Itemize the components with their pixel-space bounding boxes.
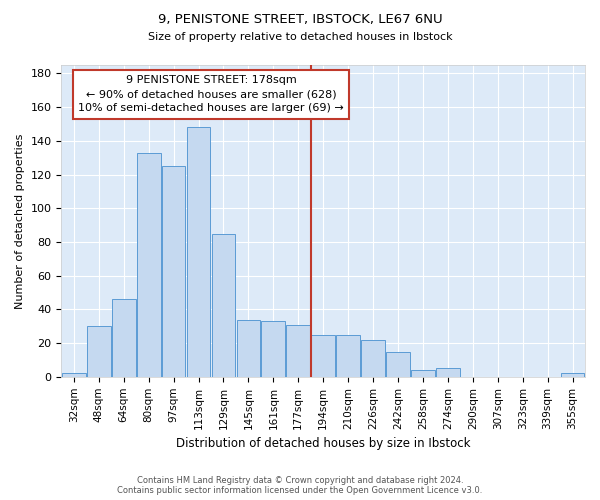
Text: 9, PENISTONE STREET, IBSTOCK, LE67 6NU: 9, PENISTONE STREET, IBSTOCK, LE67 6NU — [158, 12, 442, 26]
Text: 9 PENISTONE STREET: 178sqm
← 90% of detached houses are smaller (628)
10% of sem: 9 PENISTONE STREET: 178sqm ← 90% of deta… — [78, 75, 344, 113]
Bar — [386, 352, 410, 377]
Bar — [286, 324, 310, 377]
Bar — [311, 334, 335, 377]
Bar — [187, 128, 211, 377]
Bar — [361, 340, 385, 377]
Bar — [162, 166, 185, 377]
Bar — [137, 152, 161, 377]
Bar — [236, 320, 260, 377]
Bar — [336, 334, 360, 377]
Y-axis label: Number of detached properties: Number of detached properties — [15, 133, 25, 308]
Bar — [212, 234, 235, 377]
Bar — [436, 368, 460, 377]
Text: Contains HM Land Registry data © Crown copyright and database right 2024.
Contai: Contains HM Land Registry data © Crown c… — [118, 476, 482, 495]
Bar — [560, 374, 584, 377]
Bar — [87, 326, 110, 377]
Bar — [262, 321, 285, 377]
Bar — [411, 370, 435, 377]
Bar — [62, 374, 86, 377]
Text: Size of property relative to detached houses in Ibstock: Size of property relative to detached ho… — [148, 32, 452, 42]
Bar — [112, 300, 136, 377]
X-axis label: Distribution of detached houses by size in Ibstock: Distribution of detached houses by size … — [176, 437, 470, 450]
